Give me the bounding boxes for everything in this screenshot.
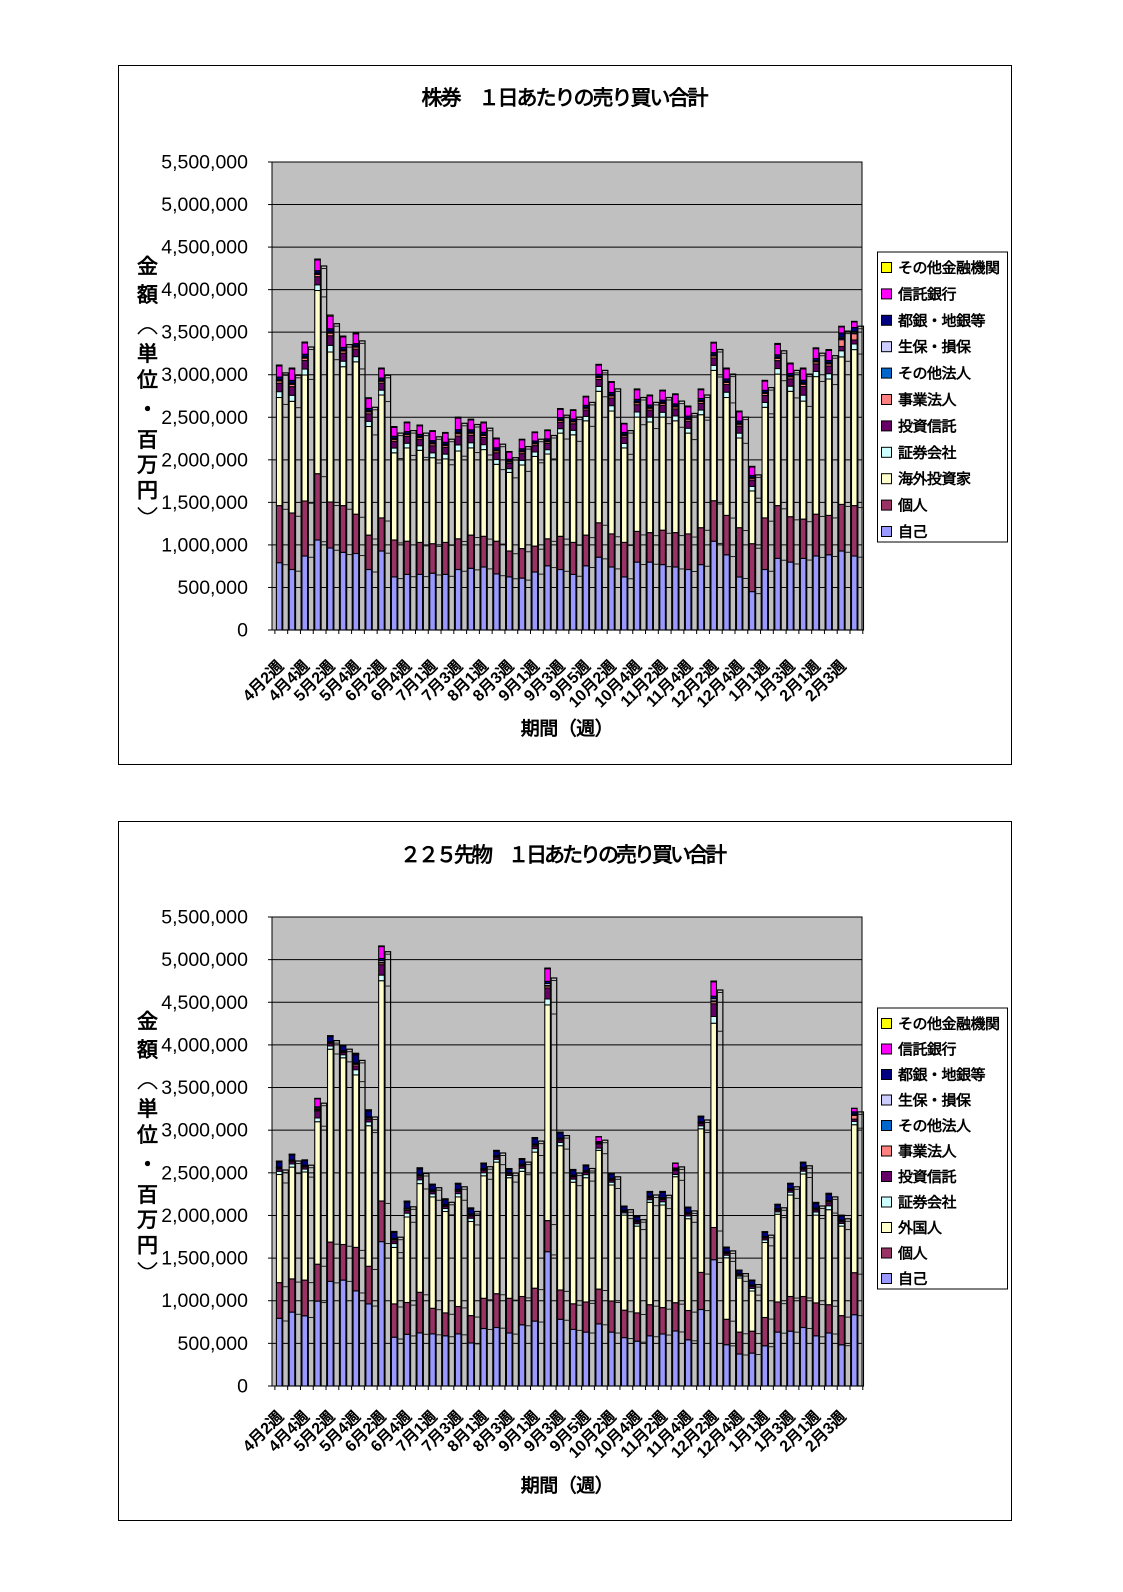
svg-text:4,000,000: 4,000,000 bbox=[161, 279, 248, 301]
svg-text:期間（週）: 期間（週） bbox=[521, 1471, 614, 1498]
svg-text:2,500,000: 2,500,000 bbox=[161, 407, 248, 429]
svg-text:生保・損保: 生保・損保 bbox=[898, 336, 972, 357]
svg-text:5,500,000: 5,500,000 bbox=[161, 152, 248, 174]
svg-text:500,000: 500,000 bbox=[178, 577, 249, 599]
svg-text:金: 金 bbox=[137, 251, 158, 281]
svg-text:その他法人: その他法人 bbox=[898, 1115, 972, 1136]
svg-text:2,500,000: 2,500,000 bbox=[161, 1162, 248, 1184]
svg-text:円: 円 bbox=[137, 475, 158, 505]
svg-text:5,000,000: 5,000,000 bbox=[161, 949, 248, 971]
svg-text:2,000,000: 2,000,000 bbox=[161, 1205, 248, 1227]
svg-text:生保・損保: 生保・損保 bbox=[898, 1090, 972, 1111]
svg-text:3,500,000: 3,500,000 bbox=[161, 1077, 248, 1099]
svg-text:証券会社: 証券会社 bbox=[898, 1192, 957, 1213]
svg-text:期間（週）: 期間（週） bbox=[521, 714, 614, 741]
svg-text:5,000,000: 5,000,000 bbox=[161, 194, 248, 216]
svg-text:2,000,000: 2,000,000 bbox=[161, 449, 248, 471]
svg-text:・: ・ bbox=[137, 1149, 158, 1179]
svg-text:個人: 個人 bbox=[897, 495, 929, 516]
svg-text:3,000,000: 3,000,000 bbox=[161, 364, 248, 386]
svg-text:・: ・ bbox=[137, 394, 158, 424]
svg-text:事業法人: 事業法人 bbox=[898, 389, 958, 410]
svg-text:その他法人: その他法人 bbox=[898, 363, 972, 384]
svg-text:信託銀行: 信託銀行 bbox=[897, 1039, 957, 1060]
svg-text:都銀・地銀等: 都銀・地銀等 bbox=[897, 1064, 986, 1085]
svg-text:個人: 個人 bbox=[897, 1243, 929, 1264]
svg-text:3,500,000: 3,500,000 bbox=[161, 322, 248, 344]
svg-text:1,500,000: 1,500,000 bbox=[161, 492, 248, 514]
svg-text:円: 円 bbox=[137, 1230, 158, 1260]
svg-text:0: 0 bbox=[237, 620, 248, 642]
svg-text:1,500,000: 1,500,000 bbox=[161, 1248, 248, 1270]
svg-text:外国人: 外国人 bbox=[897, 1217, 943, 1238]
svg-text:4,500,000: 4,500,000 bbox=[161, 992, 248, 1014]
svg-text:4,000,000: 4,000,000 bbox=[161, 1034, 248, 1056]
svg-text:投資信託: 投資信託 bbox=[898, 1166, 957, 1187]
svg-text:投資信託: 投資信託 bbox=[898, 415, 957, 436]
svg-text:その他金融機関: その他金融機関 bbox=[898, 1013, 1000, 1034]
svg-text:２２５先物 １日あたりの売り買い合計: ２２５先物 １日あたりの売り買い合計 bbox=[400, 839, 727, 869]
svg-text:位: 位 bbox=[136, 1119, 158, 1149]
svg-text:500,000: 500,000 bbox=[178, 1333, 249, 1355]
svg-text:株券 １日あたりの売り買い合計: 株券 １日あたりの売り買い合計 bbox=[422, 82, 709, 112]
svg-text:自己: 自己 bbox=[898, 521, 928, 542]
svg-text:都銀・地銀等: 都銀・地銀等 bbox=[897, 310, 986, 331]
svg-text:金: 金 bbox=[137, 1006, 158, 1036]
svg-text:位: 位 bbox=[136, 364, 158, 394]
svg-text:4,500,000: 4,500,000 bbox=[161, 237, 248, 259]
svg-text:自己: 自己 bbox=[898, 1268, 928, 1289]
svg-text:海外投資家: 海外投資家 bbox=[898, 468, 971, 489]
svg-text:1,000,000: 1,000,000 bbox=[161, 1290, 248, 1312]
svg-text:事業法人: 事業法人 bbox=[898, 1141, 958, 1162]
svg-text:その他金融機関: その他金融機関 bbox=[898, 257, 1000, 278]
svg-text:1,000,000: 1,000,000 bbox=[161, 534, 248, 556]
svg-text:証券会社: 証券会社 bbox=[898, 442, 957, 463]
svg-text:0: 0 bbox=[237, 1376, 248, 1398]
svg-text:信託銀行: 信託銀行 bbox=[897, 283, 957, 304]
svg-text:額: 額 bbox=[136, 1034, 159, 1064]
svg-text:額: 額 bbox=[136, 279, 159, 309]
svg-text:5,500,000: 5,500,000 bbox=[161, 907, 248, 929]
svg-text:3,000,000: 3,000,000 bbox=[161, 1120, 248, 1142]
